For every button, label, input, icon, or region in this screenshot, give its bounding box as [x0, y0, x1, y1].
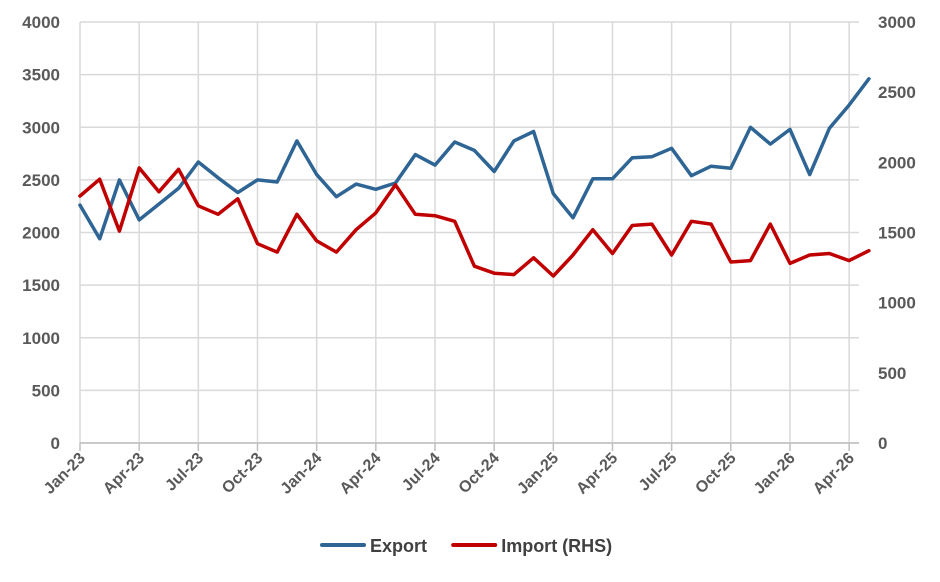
- left-y-tick-label: 500: [32, 381, 60, 400]
- left-y-tick-label: 3500: [22, 66, 60, 85]
- x-tick-label: Jan-24: [278, 450, 326, 498]
- left-y-tick-label: 2500: [22, 171, 60, 190]
- right-y-tick-label: 1500: [878, 224, 916, 243]
- x-tick-label: Apr-25: [573, 450, 621, 498]
- right-y-tick-label: 1000: [878, 294, 916, 313]
- x-tick-label: Jan-25: [514, 450, 562, 498]
- left-y-axis: 0 500 1000 1500 2000 2500 3000 3500 4000: [22, 13, 60, 453]
- x-tick-label: Oct-25: [692, 450, 739, 497]
- x-tick-label: Oct-23: [219, 450, 266, 497]
- left-y-tick-label: 2000: [22, 224, 60, 243]
- right-y-tick-label: 0: [878, 434, 887, 453]
- legend-label: Export: [370, 536, 427, 556]
- right-y-axis: 0 500 1000 1500 2000 2500 3000: [878, 13, 916, 453]
- x-tick-label: Jul-23: [162, 450, 207, 495]
- left-y-tick-label: 0: [51, 434, 60, 453]
- legend-label: Import (RHS): [501, 536, 612, 556]
- right-y-tick-label: 3000: [878, 13, 916, 32]
- left-y-tick-label: 4000: [22, 13, 60, 32]
- right-y-tick-label: 2000: [878, 153, 916, 172]
- x-tick-label: Apr-23: [100, 450, 148, 498]
- x-tick-label: Jul-24: [399, 450, 444, 495]
- right-y-tick-label: 2500: [878, 83, 916, 102]
- series-line-export: [78, 77, 871, 241]
- x-tick-label: Jan-23: [41, 450, 89, 498]
- x-tick-label: Apr-26: [810, 450, 858, 498]
- gridlines: [79, 21, 859, 444]
- x-tick-label: Jan-26: [751, 450, 799, 498]
- x-tick-label: Oct-24: [456, 450, 503, 497]
- series-line-import-rhs: [78, 166, 871, 278]
- series-lines: [78, 77, 871, 278]
- legend: Export Import (RHS): [320, 536, 612, 556]
- x-axis: Jan-23 Apr-23 Jul-23 Oct-23 Jan-24 Apr-24 Jul-…: [41, 442, 859, 498]
- left-y-tick-label: 3000: [22, 118, 60, 137]
- x-tick-label: Apr-24: [337, 450, 385, 498]
- right-y-tick-label: 500: [878, 364, 906, 383]
- left-y-tick-label: 1500: [22, 276, 60, 295]
- left-y-tick-label: 1000: [22, 329, 60, 348]
- x-tick-label: Jul-25: [636, 450, 681, 495]
